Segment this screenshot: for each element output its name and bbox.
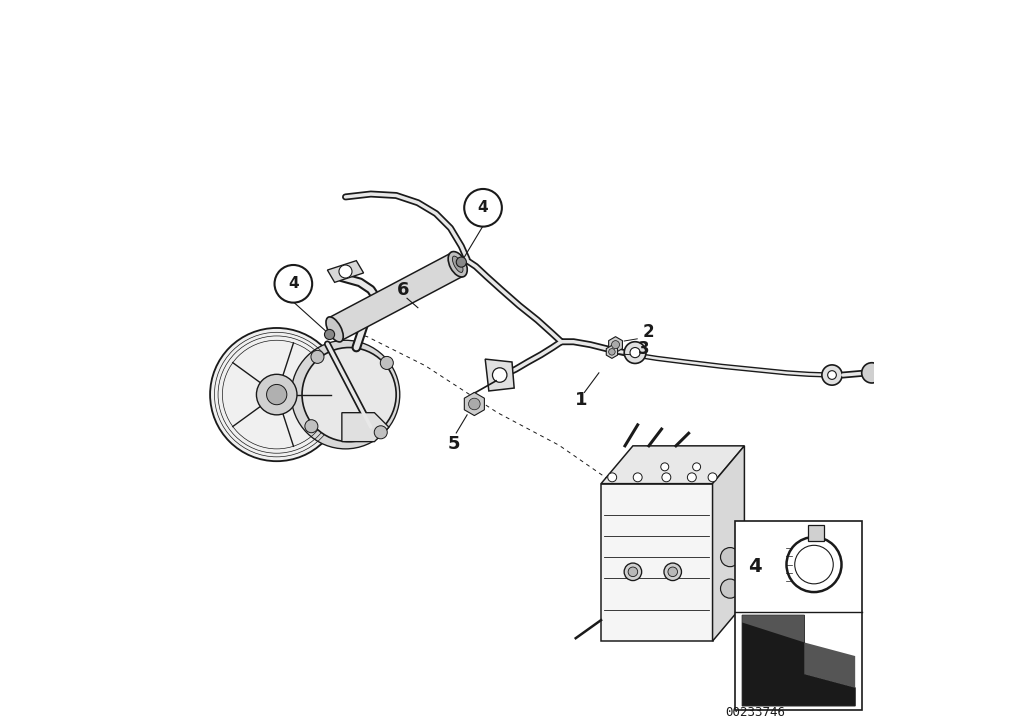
Circle shape <box>607 473 616 481</box>
Text: 1: 1 <box>574 391 587 408</box>
Circle shape <box>464 189 502 227</box>
Polygon shape <box>601 484 713 641</box>
Circle shape <box>721 547 739 567</box>
Circle shape <box>266 384 287 405</box>
Polygon shape <box>464 392 484 416</box>
Polygon shape <box>608 337 623 353</box>
Circle shape <box>469 398 480 410</box>
Circle shape <box>721 579 739 598</box>
Text: 2: 2 <box>643 324 654 342</box>
Circle shape <box>692 463 700 471</box>
Circle shape <box>625 342 646 363</box>
Ellipse shape <box>453 256 463 272</box>
Bar <box>735 521 862 710</box>
Circle shape <box>325 329 335 340</box>
Circle shape <box>668 567 678 576</box>
Circle shape <box>305 420 317 433</box>
Circle shape <box>660 463 669 471</box>
Polygon shape <box>485 359 514 391</box>
Circle shape <box>311 350 324 363</box>
Circle shape <box>625 563 642 581</box>
Circle shape <box>380 356 393 369</box>
Circle shape <box>822 365 842 385</box>
Text: 4: 4 <box>288 277 299 291</box>
Circle shape <box>457 257 466 267</box>
Circle shape <box>662 473 671 481</box>
Circle shape <box>256 374 297 415</box>
Circle shape <box>302 348 396 442</box>
Text: 4: 4 <box>478 201 488 215</box>
Polygon shape <box>342 413 389 442</box>
Circle shape <box>861 363 882 383</box>
Ellipse shape <box>326 317 343 342</box>
Polygon shape <box>329 253 464 341</box>
Circle shape <box>664 563 682 581</box>
Circle shape <box>291 340 399 449</box>
Circle shape <box>687 473 696 481</box>
Polygon shape <box>606 345 617 358</box>
Text: 6: 6 <box>397 281 410 298</box>
Text: 3: 3 <box>638 340 649 358</box>
Circle shape <box>708 473 717 481</box>
Polygon shape <box>328 261 364 282</box>
Circle shape <box>628 567 638 576</box>
Polygon shape <box>742 615 855 688</box>
Polygon shape <box>742 615 855 706</box>
Circle shape <box>339 265 352 278</box>
Circle shape <box>827 371 837 379</box>
Text: 4: 4 <box>748 557 762 576</box>
Circle shape <box>493 368 507 382</box>
Circle shape <box>274 265 312 303</box>
Circle shape <box>633 473 642 481</box>
Circle shape <box>374 426 387 439</box>
Polygon shape <box>713 446 744 641</box>
Polygon shape <box>601 446 744 484</box>
Ellipse shape <box>449 251 467 277</box>
Text: 00233746: 00233746 <box>725 706 785 719</box>
Text: 5: 5 <box>447 435 461 452</box>
Circle shape <box>611 340 620 349</box>
Circle shape <box>608 349 615 355</box>
Circle shape <box>630 348 640 358</box>
Circle shape <box>210 328 343 461</box>
Bar <box>808 525 824 541</box>
